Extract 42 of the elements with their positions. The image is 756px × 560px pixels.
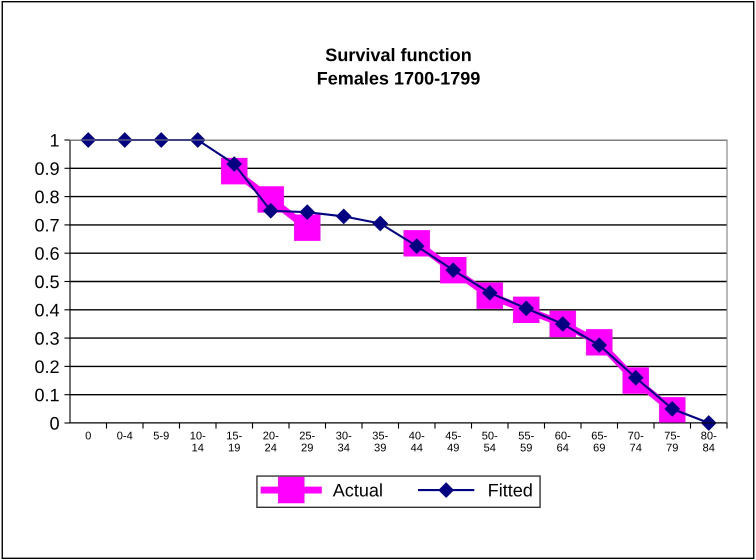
- x-tick-label: 45-49: [445, 432, 461, 452]
- point: [294, 214, 320, 241]
- point: [336, 208, 352, 224]
- x-tick-label: 0-4: [117, 432, 132, 440]
- chart-title: Survival function Females 1700-1799: [318, 48, 480, 85]
- point: [154, 132, 169, 148]
- x-tick-label: 0: [86, 432, 91, 440]
- y-tick-label: 0.2: [35, 360, 59, 374]
- point: [117, 132, 132, 148]
- point: [80, 132, 96, 148]
- point: [300, 204, 315, 220]
- x-tick-label: 50-54: [482, 432, 498, 452]
- x-tick-label: 55-59: [518, 432, 534, 452]
- y-tick-label: 0.5: [35, 275, 59, 288]
- x-tick-label: 5-9: [154, 432, 169, 440]
- y-tick-label: 0.7: [35, 218, 59, 232]
- x-tick-label: 25-29: [300, 432, 315, 452]
- x-tick-label: 65-69: [592, 432, 607, 452]
- point: [263, 203, 278, 218]
- y-tick-label: 0.8: [35, 190, 59, 204]
- x-tick-label: 20-24: [263, 432, 278, 452]
- x-tick-label: 80-84: [701, 432, 716, 452]
- y-tick-label: 0.1: [35, 388, 59, 402]
- point: [701, 415, 716, 431]
- y-tick-label: 0.9: [35, 162, 59, 176]
- point: [372, 216, 388, 232]
- y-tick-label: 0: [50, 416, 59, 430]
- legend-label: Fitted: [489, 483, 532, 497]
- x-tick-label: 35-39: [372, 432, 388, 452]
- y-tick-label: 1: [50, 134, 59, 147]
- x-tick-label: 60-64: [555, 432, 570, 452]
- point: [190, 132, 206, 148]
- legend-label: Actual: [332, 483, 382, 497]
- y-tick-label: 0.6: [35, 247, 59, 260]
- x-tick-label: 75-79: [664, 432, 680, 452]
- x-tick-label: 15-19: [227, 432, 242, 452]
- y-tick-label: 0.3: [35, 332, 59, 345]
- x-tick-label: 70-74: [628, 432, 644, 452]
- x-tick-label: 30-34: [336, 432, 352, 452]
- x-tick-label: 10-14: [190, 432, 206, 452]
- x-tick-label: 40-44: [408, 432, 424, 452]
- y-tick-label: 0.4: [35, 304, 60, 317]
